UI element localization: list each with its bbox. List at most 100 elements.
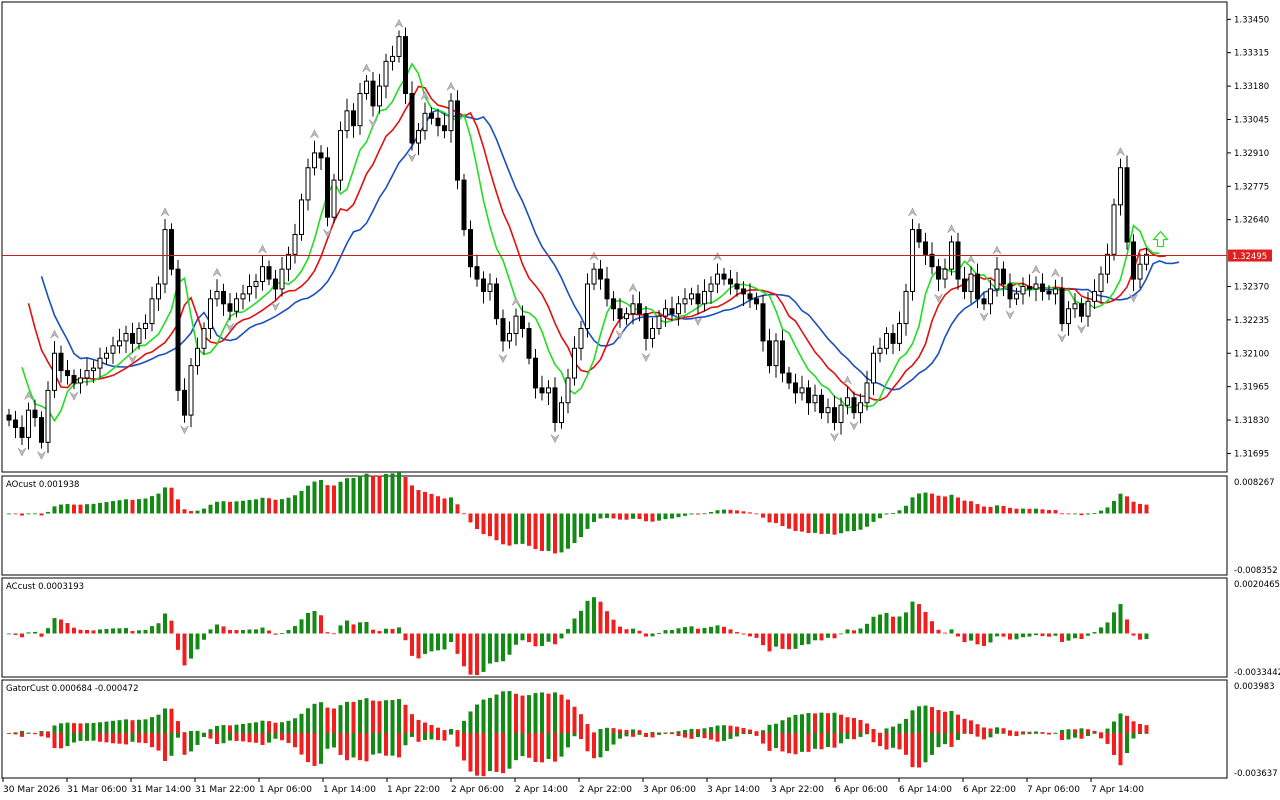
histogram-bar: [553, 513, 557, 554]
gator-lower-bar: [650, 733, 655, 738]
gator-lower-bar: [585, 733, 590, 752]
candle-body: [559, 402, 564, 424]
histogram-bar: [137, 499, 141, 514]
gator-upper-bar: [345, 701, 349, 733]
histogram-bar: [735, 632, 739, 634]
histogram-bar: [982, 633, 986, 646]
histogram-bar: [761, 633, 765, 646]
histogram-bar: [364, 473, 369, 514]
gator-lower-bar: [813, 733, 817, 749]
histogram-bar: [592, 513, 596, 523]
indicator-min-label: -0.003637: [1234, 769, 1278, 779]
gator-upper-bar: [260, 720, 265, 733]
histogram-bar: [150, 626, 154, 634]
gator-lower-bar: [124, 733, 128, 745]
histogram-bars: [7, 597, 1149, 676]
gator-upper-bar: [559, 694, 564, 733]
histogram-bar: [481, 633, 486, 672]
gator-lower-bar: [852, 733, 856, 740]
candle-body: [448, 100, 454, 132]
gator-upper-bar: [728, 725, 733, 733]
histogram-bar: [280, 633, 284, 634]
candle-body: [130, 332, 135, 344]
candle-body: [1092, 290, 1097, 302]
histogram-bar: [897, 510, 902, 514]
indicator-max-label: 0.0020465: [1234, 580, 1280, 590]
histogram-bar: [351, 477, 356, 514]
candle-body: [942, 268, 948, 280]
time-label: 2 Apr 14:00: [515, 785, 568, 795]
gator-lower-bar: [78, 733, 83, 741]
histogram-bar: [696, 513, 700, 515]
gator-lower-bar: [442, 733, 447, 741]
candle-body: [988, 288, 993, 305]
histogram-bar: [715, 510, 720, 514]
gator-lower-bar: [65, 733, 70, 747]
gator-upper-bar: [429, 725, 434, 733]
gator-upper-bar: [956, 714, 960, 733]
histogram-bar: [117, 628, 122, 634]
time-label: 6 Apr 14:00: [899, 785, 952, 795]
histogram-bar: [1086, 513, 1090, 515]
gator-upper-bar: [988, 728, 993, 733]
gator-upper-bar: [247, 723, 252, 733]
gator-upper-bar: [390, 700, 395, 733]
histogram-bar: [566, 629, 570, 634]
candle-body: [1020, 285, 1026, 295]
gator-upper-bar: [657, 732, 661, 734]
candle-body: [1001, 268, 1006, 285]
candle-body: [1105, 253, 1110, 275]
candle-body: [494, 283, 499, 320]
fractal-up-marker: [446, 81, 456, 91]
gator-lower-bar: [280, 733, 284, 741]
candle-body: [299, 199, 304, 236]
candle-body: [435, 117, 441, 127]
fractal-up-marker: [362, 63, 371, 73]
gator-upper-bar: [826, 713, 830, 733]
histogram-bar: [865, 513, 869, 527]
fractal-up-marker: [1051, 268, 1060, 277]
histogram-bar: [52, 506, 57, 514]
histogram-bar: [1021, 508, 1025, 514]
candle-body: [169, 229, 174, 270]
histogram-bar: [215, 501, 219, 514]
candle-body: [702, 290, 707, 305]
fractal-down-marker: [271, 302, 280, 312]
gator-lower-bar: [1099, 733, 1103, 739]
histogram-bar: [1144, 633, 1149, 640]
gator-upper-bar: [423, 722, 427, 733]
histogram-bar: [559, 513, 564, 553]
histogram-bar: [540, 513, 544, 551]
histogram-bar: [137, 630, 141, 634]
histogram-bar: [852, 630, 856, 634]
gator-lower-bar: [208, 733, 213, 739]
histogram-bar: [1060, 513, 1064, 515]
histogram-bar: [871, 616, 876, 634]
gator-lower-bar: [923, 733, 928, 763]
gator-upper-bar: [143, 719, 148, 733]
histogram-bar: [20, 633, 24, 638]
gator-upper-bar: [176, 721, 180, 733]
histogram-bar: [436, 496, 440, 514]
candle-body: [962, 278, 967, 292]
gator-upper-bar: [234, 724, 239, 733]
histogram-bar: [1099, 627, 1103, 634]
gator-lower-bar: [384, 733, 388, 756]
gator-lower-bar: [436, 733, 440, 741]
candle-body: [897, 323, 902, 344]
gator-upper-bar: [930, 707, 934, 733]
histogram-bar: [527, 513, 531, 546]
gator-upper-bar: [1086, 729, 1090, 733]
candle-body: [32, 409, 38, 419]
gator-lower-bar: [676, 733, 681, 737]
histogram-bar: [988, 506, 993, 514]
gator-lower-bar: [644, 733, 648, 737]
histogram-bar: [644, 633, 648, 637]
histogram-bar: [878, 614, 882, 634]
histogram-bar: [754, 633, 759, 638]
histogram-bar: [507, 513, 512, 546]
candle-body: [136, 328, 142, 344]
gator-upper-bar: [481, 699, 486, 733]
time-label: 6 Apr 06:00: [835, 785, 888, 795]
